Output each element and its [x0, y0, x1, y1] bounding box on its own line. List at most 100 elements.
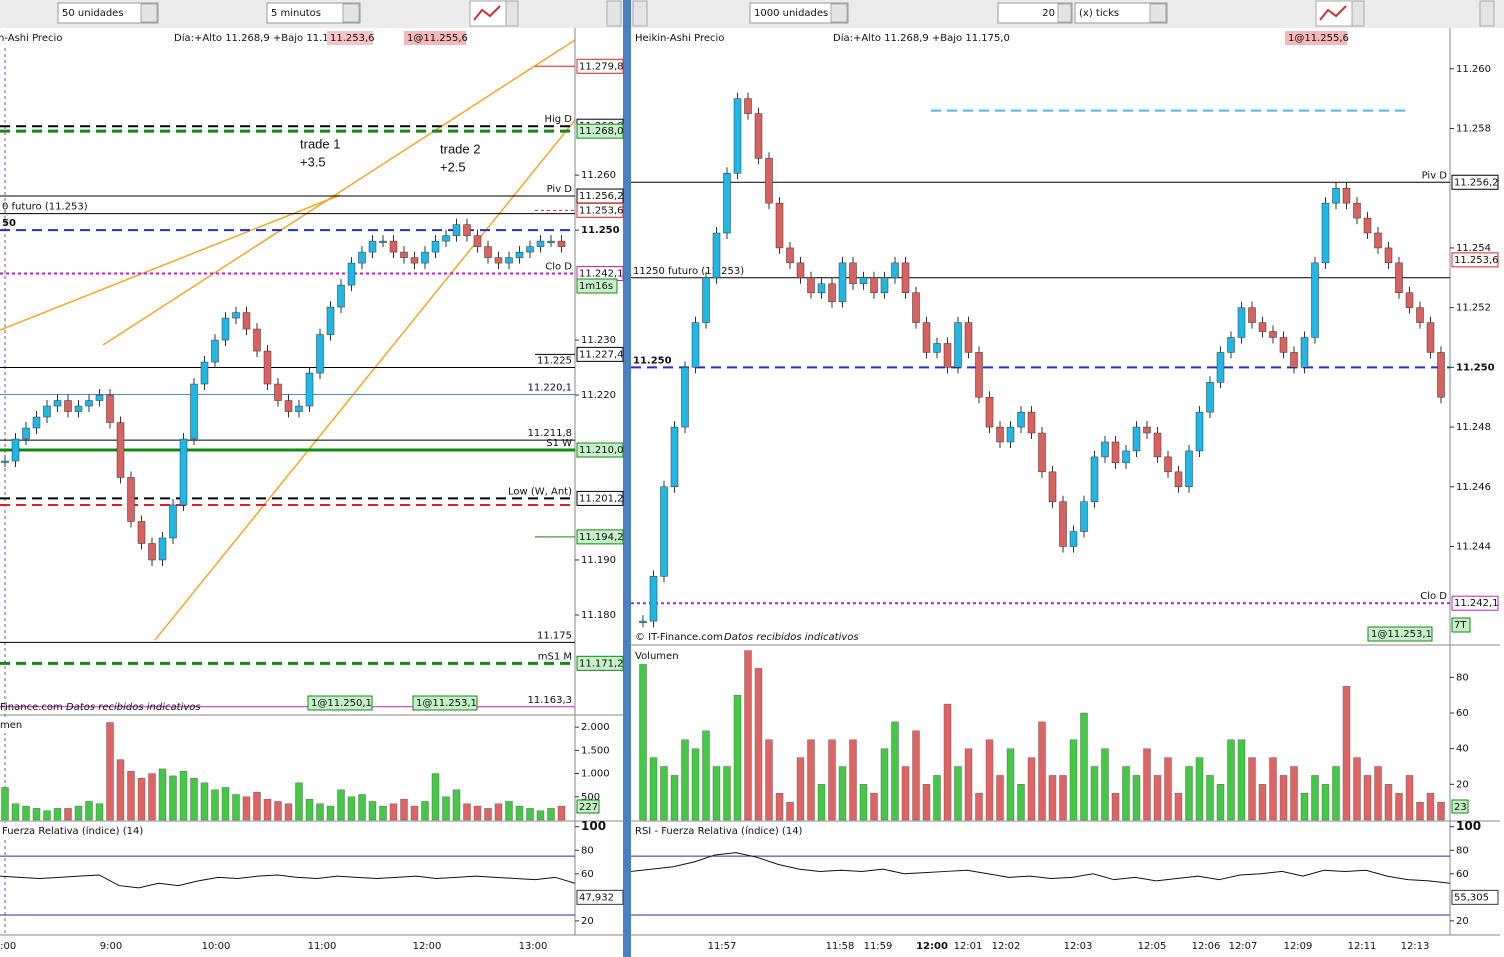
price-tag-text: 11.253,6 — [1454, 255, 1499, 266]
x-tick-label: 8:00 — [0, 941, 16, 952]
y-tick-label: 2.000 — [581, 722, 610, 733]
candle — [1321, 202, 1330, 264]
quantity-select[interactable] — [749, 2, 849, 24]
volume-bar — [1164, 757, 1172, 821]
candle — [943, 343, 952, 368]
candle — [232, 312, 240, 319]
y-tick-label: 11.260 — [1456, 64, 1491, 75]
candle — [702, 277, 710, 323]
volume-bar — [1437, 801, 1445, 821]
candle — [1353, 202, 1361, 219]
candle — [1048, 471, 1057, 502]
quantity-select[interactable] — [57, 2, 159, 24]
candle — [557, 240, 566, 247]
candle — [1237, 307, 1246, 338]
price-tag-text: 11.227,4 — [579, 349, 624, 360]
volume-bar — [358, 794, 366, 821]
volume-bar — [116, 759, 125, 821]
candle — [639, 620, 647, 623]
candle — [828, 283, 836, 302]
level-label: 11.163,3 — [527, 695, 572, 706]
dropdown-button[interactable] — [830, 3, 848, 23]
y-tick-label: 11.260 — [581, 170, 616, 181]
candle — [891, 262, 899, 279]
volume-bar — [870, 793, 878, 821]
candle — [1363, 217, 1372, 234]
level-label: 11.225 — [537, 356, 572, 367]
volume-bar — [859, 784, 868, 821]
candle — [473, 235, 482, 247]
volume-bar — [316, 803, 324, 821]
order-tag — [1285, 31, 1347, 45]
volume-bar — [200, 782, 209, 821]
pane-title: Fuerza Relativa (índice) (14) — [2, 825, 143, 837]
dropdown-button[interactable] — [342, 3, 360, 23]
candle — [933, 343, 941, 353]
volume-bar — [274, 801, 282, 821]
candle — [1437, 352, 1445, 398]
candle — [389, 240, 398, 253]
x-tick-label: 12:00 — [413, 941, 442, 952]
indicator-icon — [1319, 5, 1347, 21]
spin-button[interactable] — [1057, 3, 1072, 23]
candle — [1111, 441, 1120, 464]
volume-bar — [712, 766, 721, 821]
pane-info: Día:+Alto 11.268,9 +Bajo 11.175,0 — [833, 32, 1010, 44]
volume-bar — [670, 775, 679, 821]
volume-bar — [1143, 748, 1151, 821]
rsi-tag-text: 55,305 — [1454, 892, 1489, 903]
period-select[interactable] — [266, 2, 361, 24]
x-tick-label: 12:07 — [1229, 941, 1258, 952]
nav-button[interactable] — [632, 0, 648, 27]
candle — [442, 235, 450, 242]
candle — [786, 247, 794, 264]
volume-bar — [32, 808, 41, 821]
candle — [912, 292, 920, 323]
dropdown-button[interactable] — [1351, 0, 1365, 27]
volume-bar — [1237, 739, 1246, 821]
price-tag-text: 11.256,2 — [579, 191, 624, 202]
candle — [649, 576, 658, 622]
quantity-text: 50 unidades — [62, 8, 124, 19]
y-tick-label: 60 — [1456, 708, 1469, 719]
volume-bar — [985, 739, 994, 821]
price-tag-text: 11.279,8 — [579, 61, 624, 72]
dropdown-button[interactable] — [140, 3, 158, 23]
volume-bar — [649, 757, 658, 821]
trade-annotation: +2.5 — [440, 159, 466, 174]
volume-bar — [158, 768, 167, 821]
fill-tag — [1367, 626, 1433, 642]
y-tick-label: 60 — [581, 869, 594, 880]
nav-button[interactable] — [606, 0, 622, 27]
volume-bar — [702, 730, 710, 821]
dropdown-button[interactable] — [505, 0, 519, 27]
candle — [305, 372, 314, 407]
candle — [253, 328, 261, 352]
level-label: Hig D — [544, 114, 572, 125]
volume-bar — [379, 805, 387, 821]
y-tick-label: 40 — [1456, 744, 1469, 755]
volume-bar — [64, 808, 72, 821]
volume-bar — [954, 766, 962, 821]
nav-button[interactable] — [1479, 0, 1495, 27]
volume-bar — [1279, 775, 1288, 821]
dropdown-button[interactable] — [1149, 3, 1167, 23]
volume-bar — [660, 766, 668, 821]
ticks-spinner[interactable] — [997, 2, 1073, 24]
pane-title: Volumen — [635, 651, 679, 662]
volume-bar — [996, 775, 1004, 821]
indicator-button[interactable] — [1315, 0, 1353, 27]
x-tick-label: 12:11 — [1348, 941, 1377, 952]
volume-bar — [326, 805, 335, 821]
y-tick-label: 100 — [1456, 819, 1481, 833]
rsi-line — [0, 874, 576, 889]
candle — [337, 284, 345, 308]
unit-select[interactable] — [1074, 2, 1168, 24]
y-tick-label: 11.244 — [1456, 541, 1491, 552]
volume-bar — [1384, 784, 1393, 821]
period-text: 5 minutos — [271, 8, 321, 19]
candle — [1206, 382, 1214, 413]
volume-bar — [1185, 766, 1193, 821]
candle — [733, 98, 742, 174]
y-tick-label: 80 — [1456, 672, 1469, 683]
